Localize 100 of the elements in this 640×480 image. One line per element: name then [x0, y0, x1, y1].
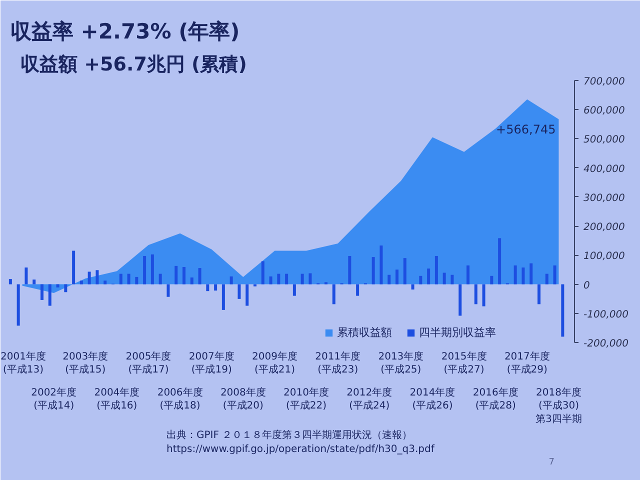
y-tick-label: 200,000 — [584, 222, 625, 234]
bar — [238, 284, 241, 299]
x-tick-label: 2018年度 (平成30) 第3四半期 — [536, 386, 582, 425]
x-tick-label: 2001年度 (平成13) — [0, 350, 46, 376]
bar — [174, 266, 178, 284]
text: https://www.gpif.go.jp/operation/state/pdf/h30_q3.pdf — [166, 444, 435, 455]
bar — [545, 274, 548, 284]
bar — [135, 276, 138, 284]
source-note: 出典：GPIF ２０１８年度第３四半期運用状況（速報） — [166, 429, 412, 441]
bar — [190, 277, 194, 284]
bar — [403, 258, 406, 284]
bar — [198, 268, 202, 284]
y-tick-label: 100,000 — [584, 251, 625, 262]
bar — [64, 284, 68, 292]
bar — [427, 268, 430, 284]
bar — [182, 266, 186, 284]
x-tick-label: 2010年度 (平成22) — [284, 386, 330, 412]
bar — [285, 274, 288, 284]
bar — [143, 256, 146, 284]
bar — [72, 250, 76, 284]
bar — [388, 274, 391, 284]
x-tick-label: 2014年度 (平成26) — [410, 386, 456, 412]
bar — [261, 261, 264, 284]
x-tick-label: 2015年度 (平成27) — [441, 350, 487, 376]
y-tick-label: 0 — [584, 280, 590, 292]
bar — [380, 246, 383, 284]
legend-label: 四半期別収益率 — [419, 325, 496, 340]
bar — [514, 265, 517, 284]
chart-subtitle: 収益額 +56.7兆円 (累積) — [20, 54, 247, 76]
bar — [474, 284, 478, 304]
x-tick-label: 2004年度 (平成16) — [94, 386, 140, 412]
y-tick-label: 500,000 — [584, 134, 625, 146]
bar — [119, 274, 122, 284]
bar — [214, 284, 218, 291]
bar — [434, 256, 438, 284]
bar — [222, 284, 225, 310]
bar — [530, 263, 533, 284]
x-tick-label: 2006年度 (平成18) — [157, 386, 203, 412]
bar — [308, 273, 312, 284]
bar — [8, 279, 12, 284]
bar — [482, 284, 486, 306]
x-tick-label: 2003年度 (平成15) — [62, 350, 108, 376]
x-tick-label: 2009年度 (平成21) — [252, 350, 298, 376]
bar — [332, 284, 336, 304]
bar — [411, 284, 414, 290]
bar — [458, 284, 462, 316]
bar — [553, 265, 556, 284]
x-tick-label: 2012年度 (平成24) — [346, 386, 392, 412]
bar — [96, 270, 99, 284]
data-label: +566,745 — [496, 122, 556, 136]
bar — [300, 274, 304, 284]
bar — [166, 284, 170, 297]
x-tick-label: 2008年度 (平成20) — [220, 386, 266, 412]
y-tick-label: 300,000 — [584, 192, 625, 204]
bar — [24, 268, 28, 284]
bar — [206, 284, 210, 292]
bar — [522, 268, 525, 284]
bar — [40, 284, 44, 300]
bar — [16, 284, 20, 326]
x-tick-label: 2011年度 (平成23) — [315, 350, 361, 376]
bar — [48, 284, 52, 306]
bar — [561, 284, 564, 337]
bar — [269, 276, 272, 284]
bar — [127, 274, 130, 284]
y-tick-label: 600,000 — [584, 106, 625, 117]
bar — [396, 270, 398, 284]
y-tick-label: 400,000 — [584, 164, 625, 175]
x-tick-label: 2013年度 (平成25) — [378, 350, 424, 376]
bar — [348, 256, 352, 284]
bar — [104, 280, 107, 284]
y-tick-label: -100,000 — [584, 309, 628, 320]
bar — [230, 276, 233, 284]
bar — [32, 280, 36, 284]
bar — [292, 284, 296, 296]
x-tick-label: 2017年度 (平成29) — [504, 350, 550, 376]
bar — [150, 254, 154, 284]
bar — [56, 284, 60, 288]
bar — [419, 276, 422, 284]
chart-title: 収益率 +2.73% (年率) — [10, 20, 240, 44]
y-tick-label: 700,000 — [584, 76, 625, 88]
bar — [246, 284, 249, 306]
x-tick-label: 2016年度 (平成28) — [472, 386, 518, 412]
bar — [88, 272, 91, 284]
bar — [158, 274, 162, 284]
legend-label: 累積収益額 — [337, 325, 392, 340]
bar — [372, 257, 375, 284]
bar — [356, 284, 360, 296]
bar — [498, 238, 502, 284]
x-tick-label: 2002年度 (平成14) — [31, 386, 77, 412]
y-tick-label: -200,000 — [584, 338, 628, 350]
bar — [490, 276, 494, 284]
bar — [466, 265, 470, 284]
bar — [277, 274, 280, 284]
x-tick-label: 2005年度 (平成17) — [126, 350, 172, 376]
text: 7 — [548, 458, 555, 468]
bar — [442, 272, 446, 284]
bar — [450, 274, 454, 284]
bar — [80, 280, 83, 284]
x-tick-label: 2007年度 (平成19) — [188, 350, 234, 376]
bar — [538, 284, 540, 304]
